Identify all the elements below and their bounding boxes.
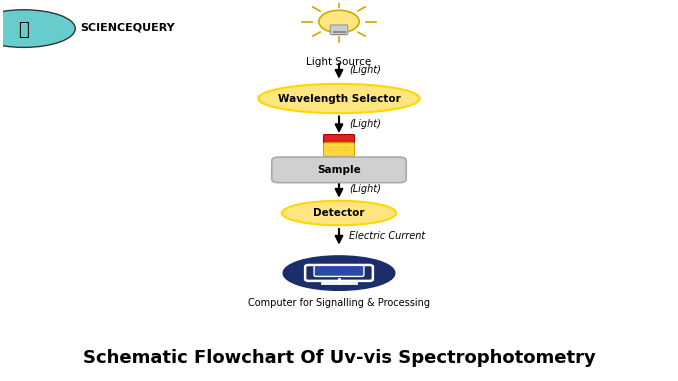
Text: Detector: Detector [313, 208, 365, 218]
FancyBboxPatch shape [272, 157, 406, 182]
Text: Light Source: Light Source [306, 57, 372, 67]
Text: SCIENCEQUERY: SCIENCEQUERY [81, 22, 176, 33]
Circle shape [0, 10, 75, 47]
Ellipse shape [258, 84, 420, 113]
FancyBboxPatch shape [305, 265, 373, 281]
FancyBboxPatch shape [323, 143, 355, 156]
Ellipse shape [282, 201, 396, 225]
Text: Schematic Flowchart Of Uv-vis Spectrophotometry: Schematic Flowchart Of Uv-vis Spectropho… [83, 349, 595, 367]
FancyBboxPatch shape [323, 134, 355, 144]
Text: Wavelength Selector: Wavelength Selector [277, 93, 401, 104]
Text: Computer for Signalling & Processing: Computer for Signalling & Processing [248, 298, 430, 307]
Ellipse shape [283, 256, 395, 290]
Text: 🔬: 🔬 [18, 21, 29, 38]
Text: Sample: Sample [317, 165, 361, 175]
FancyBboxPatch shape [314, 266, 364, 277]
Text: (Light): (Light) [349, 184, 381, 194]
Text: (Light): (Light) [349, 118, 381, 129]
Text: Electric Current: Electric Current [349, 231, 425, 241]
Circle shape [319, 10, 359, 33]
Text: (Light): (Light) [349, 66, 381, 75]
FancyBboxPatch shape [330, 25, 348, 35]
